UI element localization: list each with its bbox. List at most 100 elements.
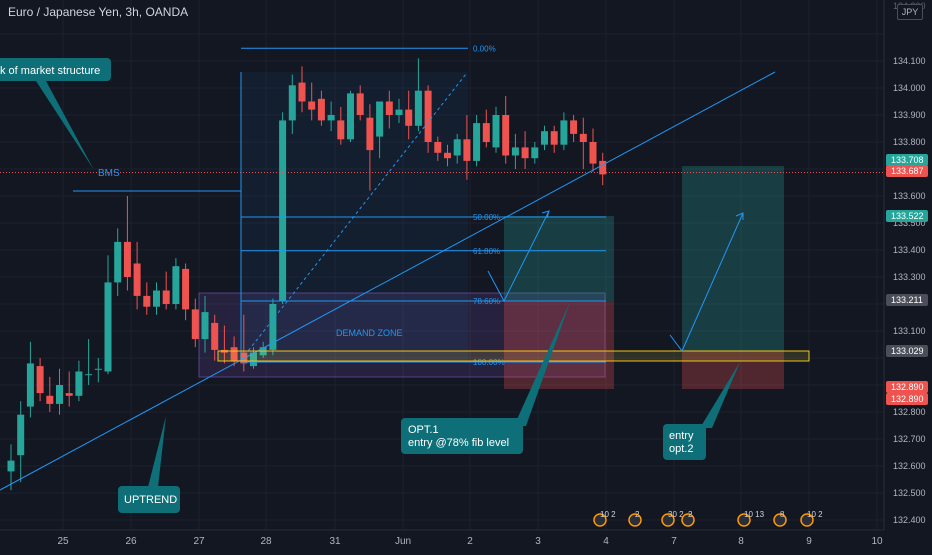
opt1-profit-zone	[504, 216, 614, 301]
candle-body	[434, 142, 442, 153]
candle	[521, 131, 529, 169]
time-axis-label: 28	[260, 536, 272, 547]
opt2-callout-line1: entry	[669, 430, 694, 442]
event-flag-icon	[773, 513, 787, 527]
candle	[85, 339, 93, 385]
candle-body	[531, 147, 539, 159]
candle	[444, 144, 451, 167]
candle-body	[385, 101, 393, 115]
event-badge: 30 2	[661, 510, 684, 527]
time-axis-label: 27	[193, 536, 205, 547]
candle-body	[444, 152, 451, 159]
candle-body	[104, 282, 112, 372]
price-axis-label: 134.000	[893, 83, 926, 93]
candle	[347, 90, 354, 142]
candle	[143, 282, 151, 315]
candle	[599, 152, 607, 186]
currency-badge[interactable]: JPY	[897, 4, 923, 20]
time-axis-label: 31	[329, 536, 341, 547]
candle	[463, 115, 471, 180]
candle-body	[570, 120, 578, 134]
candle-body	[453, 139, 461, 156]
fib-trend-line	[240, 73, 467, 361]
opt2-callout-box	[663, 424, 706, 460]
candle	[327, 101, 335, 132]
candle-body	[162, 290, 170, 304]
price-tag-label: 133.522	[891, 211, 924, 221]
candle	[570, 115, 578, 142]
candle-body	[502, 115, 510, 156]
candle-series	[7, 58, 607, 491]
candle	[424, 85, 432, 153]
event-flag-icon	[681, 513, 695, 527]
price-tag-bg	[886, 393, 928, 405]
candle-body	[376, 101, 384, 137]
candle-body	[26, 363, 34, 407]
event-flag-icon	[661, 513, 675, 527]
drawings[interactable]: BMS 0.00% 50.00% 61.80% 78.60% 100.00% DEMAND …	[0, 44, 884, 527]
candle-body	[94, 368, 102, 370]
candle-body	[337, 120, 345, 140]
opt1-callout-pointer	[514, 302, 570, 426]
price-axis-label: 133.100	[893, 326, 926, 336]
time-axis-label: 10	[871, 536, 883, 547]
event-badge: 2	[681, 510, 695, 527]
event-badge: 8	[773, 510, 787, 527]
candle-body	[405, 109, 413, 126]
opt1-callout-line1: OPT.1	[408, 424, 439, 436]
candle	[46, 376, 54, 412]
demand-zone-box	[198, 292, 606, 378]
candle-body	[550, 131, 558, 145]
price-tag: 133.687	[886, 165, 928, 177]
candle-body	[541, 131, 548, 145]
price-tag-label: 132.890	[891, 394, 924, 404]
price-tag-label: 133.687	[891, 166, 924, 176]
candle	[405, 90, 413, 140]
candle	[7, 444, 15, 491]
candle	[279, 112, 287, 304]
candle	[162, 271, 170, 310]
candle-body	[123, 241, 131, 277]
candle-body	[560, 120, 568, 145]
candle	[114, 228, 122, 296]
candle	[414, 58, 422, 132]
demand-zone-label: DEMAND ZONE	[336, 328, 403, 338]
candle-body	[327, 115, 335, 121]
event-badge-count: 30 2	[668, 510, 684, 519]
candle-body	[347, 93, 354, 140]
candle	[531, 142, 539, 164]
entry-band	[217, 350, 810, 362]
candle	[211, 314, 219, 361]
time-axis-label: 2	[467, 536, 473, 547]
candle-body	[36, 366, 44, 394]
event-badge: 10 13	[737, 510, 765, 527]
price-tag-label: 133.211	[891, 295, 923, 305]
uptrend-callout-box	[118, 486, 180, 513]
event-badge-count: 2	[635, 510, 640, 519]
candle-body	[191, 309, 199, 340]
candle	[94, 358, 102, 383]
price-axis-label: 133.400	[893, 245, 926, 255]
symbol-title: Euro / Japanese Yen, 3h, OANDA	[8, 5, 189, 19]
candle-body	[85, 374, 93, 376]
candle-body	[317, 98, 325, 121]
price-tag-bg	[886, 210, 928, 222]
structure-callout-text: k of market structure	[0, 65, 100, 77]
opt2-arrowhead	[735, 212, 744, 220]
price-tag-label: 133.708	[891, 155, 924, 165]
time-axis-label: 7	[671, 536, 677, 547]
candle	[133, 241, 141, 310]
price-axis-label: 133.900	[893, 110, 926, 120]
candle	[153, 282, 160, 315]
opt2-profit-zone	[682, 166, 784, 351]
time-axis-label: Jun	[395, 536, 411, 547]
candle-body	[65, 393, 73, 396]
candle-body	[279, 120, 287, 302]
candle-body	[356, 93, 364, 115]
price-tag: 133.708	[886, 154, 928, 166]
candle	[26, 341, 34, 418]
candle	[317, 90, 325, 126]
candle-body	[482, 123, 490, 142]
